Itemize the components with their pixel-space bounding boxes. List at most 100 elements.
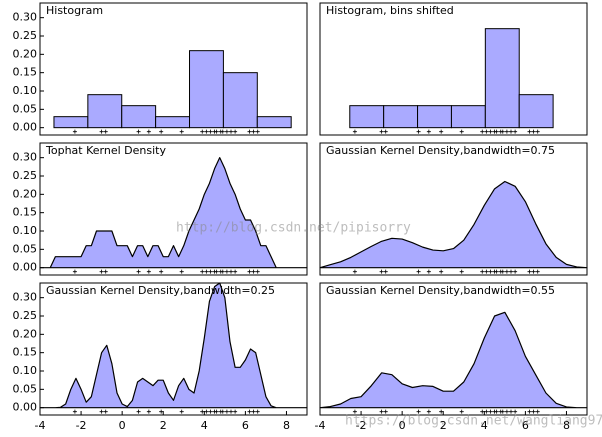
sample-marker — [352, 269, 357, 274]
sample-marker — [535, 129, 540, 134]
y-tick-label: 0.25 — [13, 29, 38, 42]
bar — [349, 105, 385, 129]
sample-marker — [439, 269, 444, 274]
sample-marker — [204, 269, 209, 274]
sample-marker — [179, 129, 184, 134]
sample-marker — [200, 409, 205, 414]
y-tick-label: 0.05 — [13, 242, 38, 255]
subplot: Gaussian Kernel Density,bandwidth=0.55 -4… — [315, 282, 588, 432]
sample-marker — [509, 129, 514, 134]
x-tick-label: -4 — [315, 419, 326, 432]
sample-marker — [459, 409, 464, 414]
x-tick-label: 0 — [399, 419, 406, 432]
axes-frame — [319, 2, 588, 136]
axes-frame — [39, 142, 308, 276]
sample-marker — [504, 269, 509, 274]
sample-marker — [379, 269, 384, 274]
sample-marker — [220, 269, 225, 274]
axes-frame — [39, 2, 308, 136]
subplot-title: Histogram — [46, 4, 103, 17]
x-tick-label: 4 — [201, 419, 208, 432]
sample-marker — [500, 269, 505, 274]
sample-marker — [233, 269, 238, 274]
sample-marker — [383, 129, 388, 134]
sample-marker — [426, 269, 431, 274]
y-tick-label: 0.15 — [13, 66, 38, 79]
sample-marker — [99, 269, 104, 274]
axes-frame — [319, 282, 588, 416]
y-tick-label: 0.10 — [13, 224, 38, 237]
sample-marker — [527, 269, 532, 274]
sample-marker — [459, 129, 464, 134]
x-tick-label: 4 — [481, 419, 488, 432]
sample-marker — [531, 409, 536, 414]
sample-marker — [480, 409, 485, 414]
sample-marker — [383, 409, 388, 414]
sample-marker — [484, 269, 489, 274]
sample-marker — [494, 129, 499, 134]
sample-marker — [500, 129, 505, 134]
y-tick-label: 0.15 — [13, 346, 38, 359]
sample-marker — [500, 409, 505, 414]
bar — [121, 105, 157, 129]
sample-marker — [535, 269, 540, 274]
sample-marker — [229, 129, 234, 134]
sample-marker — [208, 269, 213, 274]
sample-marker — [488, 409, 493, 414]
bar — [53, 116, 89, 129]
sample-marker — [251, 129, 256, 134]
sample-marker — [99, 129, 104, 134]
sample-marker — [224, 129, 229, 134]
sample-marker — [99, 409, 104, 414]
sample-marker — [72, 269, 77, 274]
y-tick-label: 0.30 — [13, 291, 38, 304]
axes-frame — [39, 282, 308, 416]
sample-marker — [535, 409, 540, 414]
bar — [417, 105, 452, 129]
sample-marker — [439, 409, 444, 414]
x-tick-label: -4 — [35, 419, 46, 432]
sample-marker — [179, 409, 184, 414]
sample-marker — [416, 409, 421, 414]
sample-marker — [247, 409, 252, 414]
y-tick-label: 0.20 — [13, 187, 38, 200]
bar — [87, 94, 123, 129]
subplot: Tophat Kernel Density 0.00 0.05 0.10 0.15 0.2… — [13, 142, 308, 276]
x-tick-label: 2 — [440, 419, 447, 432]
sample-marker — [179, 269, 184, 274]
sample-marker — [224, 409, 229, 414]
x-tick-label: 8 — [283, 419, 290, 432]
subplot: Gaussian Kernel Density,bandwidth=0.25 0.… — [13, 282, 308, 432]
sample-marker — [146, 269, 151, 274]
y-tick-label: 0.15 — [13, 206, 38, 219]
sample-marker — [459, 269, 464, 274]
sample-marker — [494, 269, 499, 274]
sample-marker — [233, 129, 238, 134]
sample-marker — [480, 129, 485, 134]
watermark: https://blog.csdn.net/wangliang976 — [345, 414, 602, 429]
sample-marker — [103, 129, 108, 134]
x-tick-label: 0 — [119, 419, 126, 432]
density-curve — [319, 180, 588, 269]
sample-marker — [416, 269, 421, 274]
sample-marker — [220, 409, 225, 414]
sample-marker — [379, 129, 384, 134]
bar — [155, 116, 191, 129]
x-tick-label: 6 — [522, 419, 529, 432]
sample-marker — [484, 129, 489, 134]
sample-marker — [136, 409, 141, 414]
sample-marker — [204, 409, 209, 414]
sample-marker — [136, 129, 141, 134]
density-curve — [319, 311, 588, 409]
sample-marker — [146, 409, 151, 414]
plot-area — [40, 3, 307, 135]
sample-marker — [159, 269, 164, 274]
sample-marker — [72, 409, 77, 414]
sample-marker — [208, 409, 213, 414]
sample-marker — [208, 129, 213, 134]
sample-marker — [426, 129, 431, 134]
sample-marker — [220, 129, 225, 134]
y-tick-label: 0.30 — [13, 11, 38, 24]
sample-marker — [439, 129, 444, 134]
